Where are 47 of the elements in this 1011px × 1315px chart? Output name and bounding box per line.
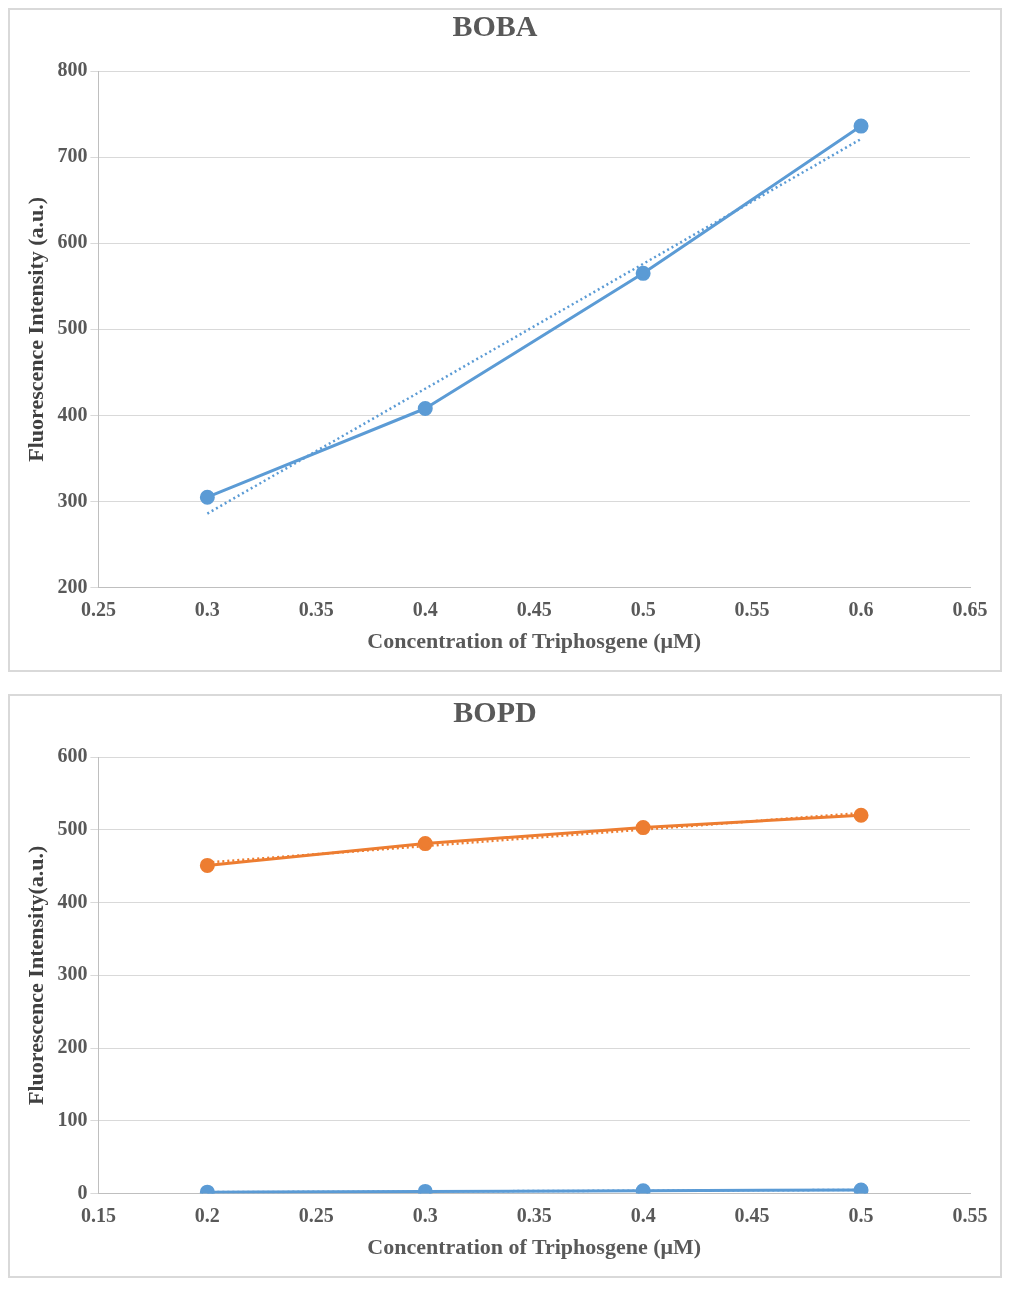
point [199,857,215,873]
x-tick-label: 0.55 [952,1203,988,1226]
y-tick-label: 300 [57,488,88,511]
x-tick-label: 0.2 [194,1203,220,1226]
point [417,401,433,417]
x-tick-label: 0.4 [412,597,438,620]
y-tick-label: 500 [57,816,88,839]
point [635,820,651,836]
x-tick-label: 0.65 [952,597,988,620]
x-tick-label: 0.4 [630,1203,656,1226]
x-tick-label: 0.35 [516,1203,552,1226]
x-tick-label: 0.25 [298,1203,334,1226]
y-axis-title: Fluorescence Intensity (a.u.) [22,196,48,462]
point [199,489,215,505]
x-tick-label: 0.3 [412,1203,438,1226]
x-tick-label: 0.55 [734,597,770,620]
chart-title: BOBA [452,8,538,42]
y-tick-label: 200 [57,574,88,597]
x-tick-label: 0.3 [194,597,220,620]
x-tick-label: 0.5 [848,1203,874,1226]
y-tick-label: 300 [57,962,88,985]
y-tick-label: 200 [57,1035,88,1058]
x-axis-title: Concentration of Triphosgene (μM) [367,1234,702,1260]
x-tick-label: 0.35 [298,597,334,620]
y-tick-label: 100 [57,1108,88,1131]
y-tick-label: 600 [57,230,88,253]
y-tick-label: 400 [57,402,88,425]
point [853,1182,869,1194]
chart-title: BOPD [453,694,537,728]
point [635,265,651,281]
x-tick-label: 0.45 [516,597,552,620]
y-axis-title: Fluorescence Intensity(a.u.) [22,845,48,1105]
y-tick-label: 0 [77,1180,88,1203]
y-tick-label: 600 [57,744,88,767]
x-tick-label: 0.45 [734,1203,770,1226]
point [417,836,433,852]
y-tick-label: 700 [57,144,88,167]
y-tick-label: 400 [57,889,88,912]
point [853,118,869,134]
point [853,807,869,823]
x-tick-label: 0.15 [80,1203,116,1226]
x-tick-label: 0.25 [80,597,116,620]
x-axis-title: Concentration of Triphosgene (μM) [367,628,702,654]
y-tick-label: 800 [57,58,88,81]
x-tick-label: 0.6 [848,597,874,620]
y-tick-label: 500 [57,316,88,339]
x-tick-label: 0.5 [630,597,656,620]
